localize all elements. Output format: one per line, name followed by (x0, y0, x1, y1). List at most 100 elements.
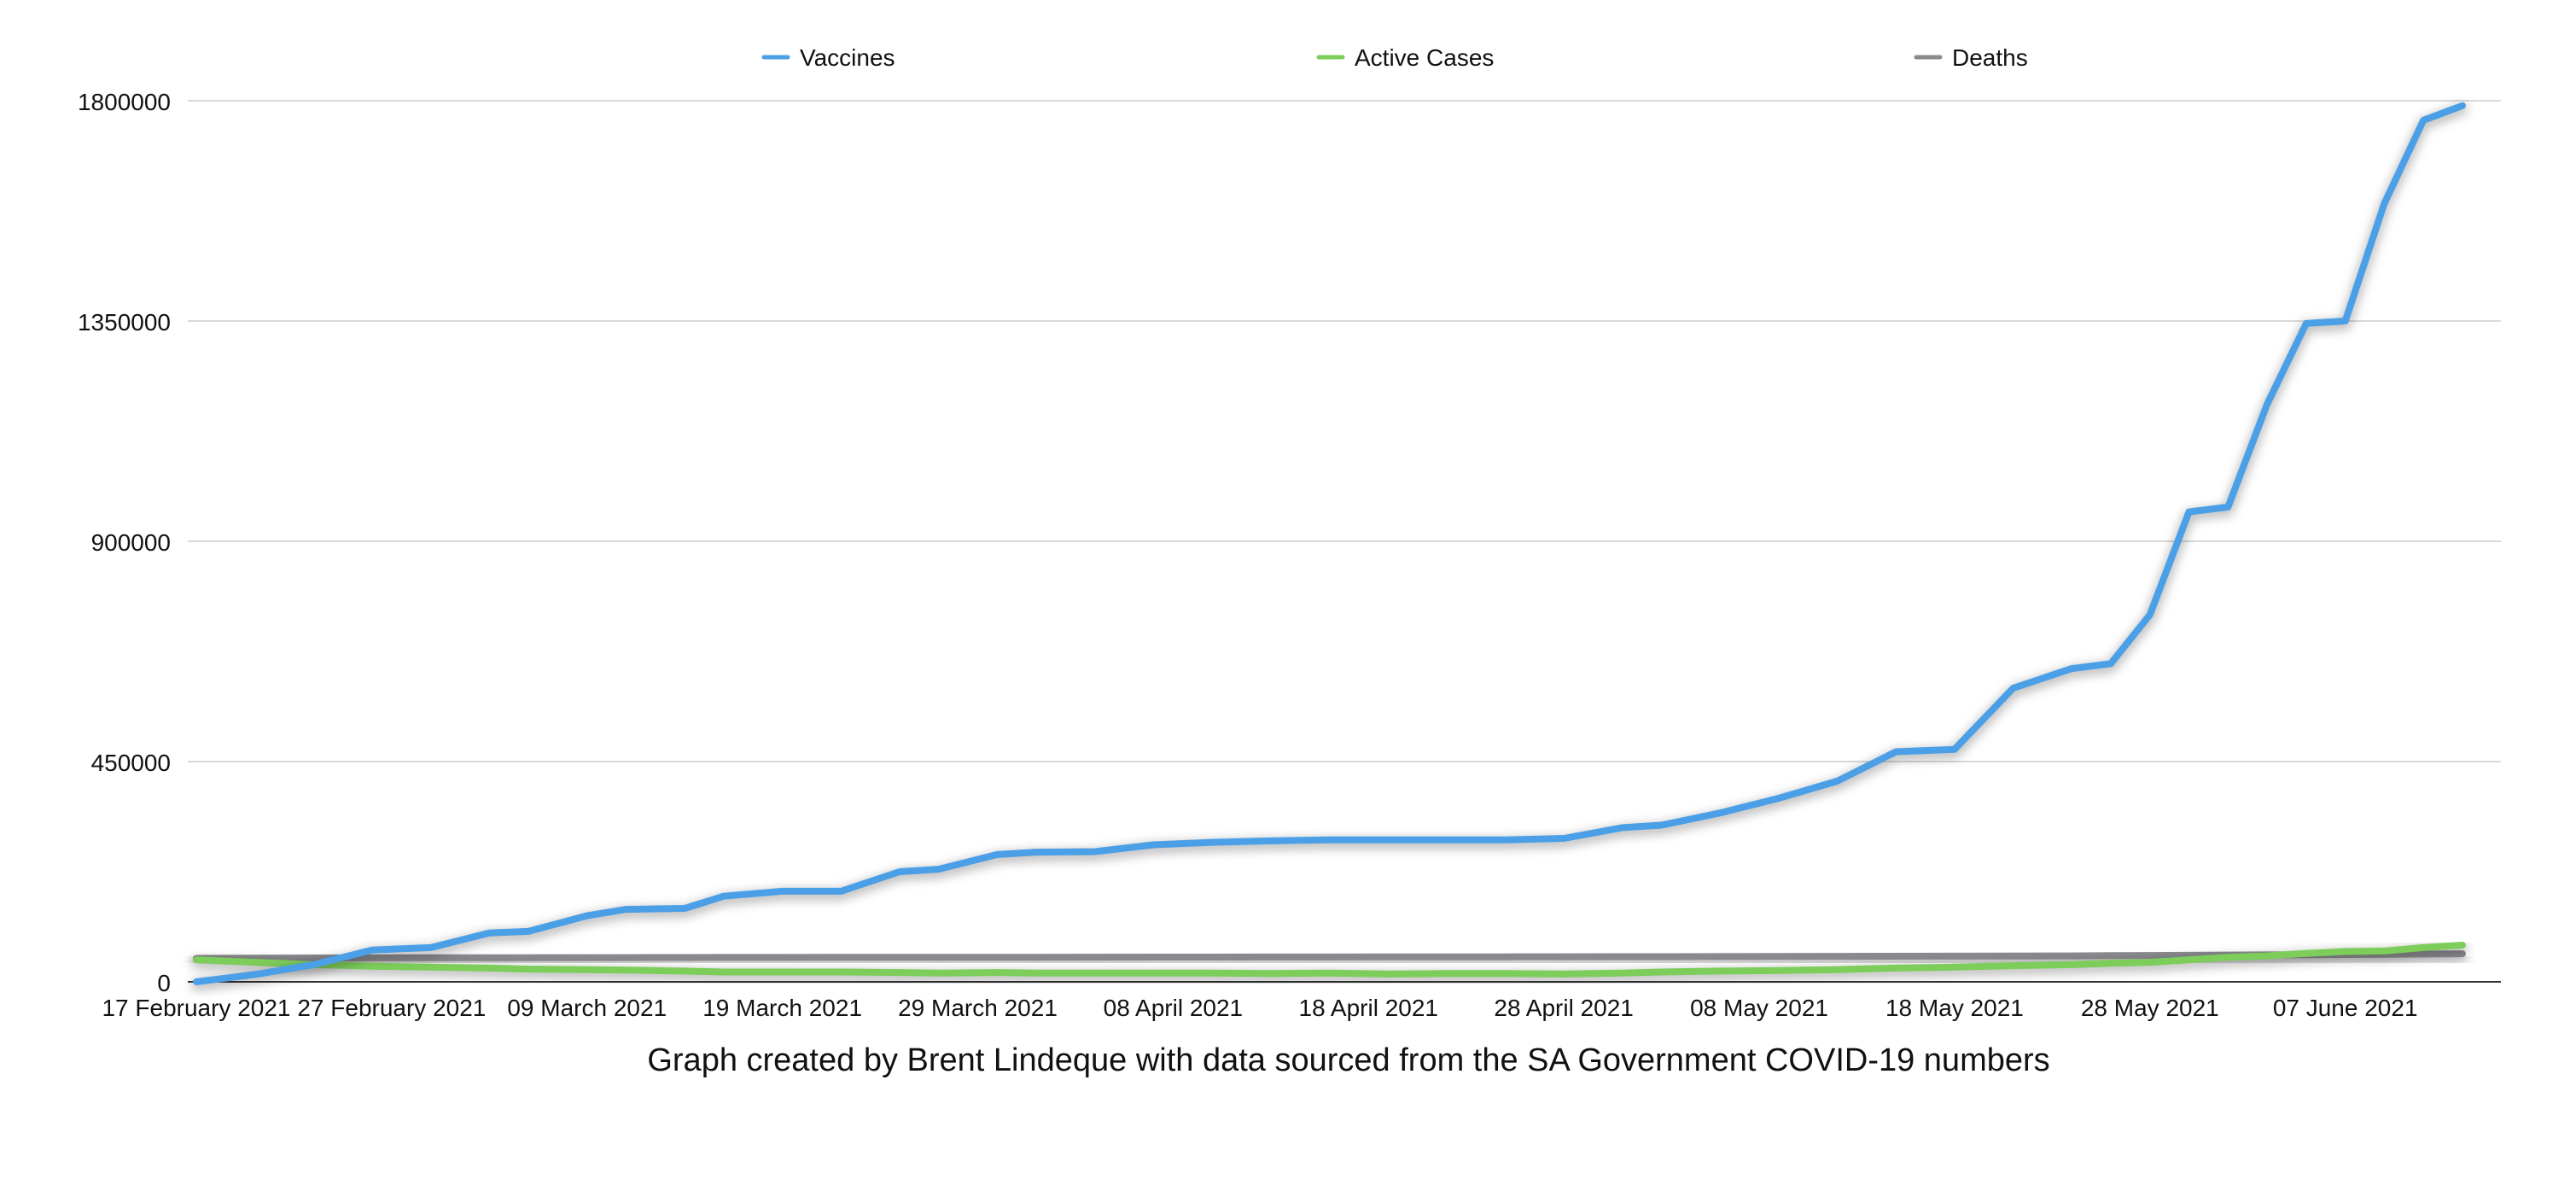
data-point (1035, 851, 1037, 853)
data-point (840, 890, 842, 892)
data-point (840, 971, 842, 973)
data-point (1895, 750, 1897, 753)
data-point (937, 972, 940, 974)
data-point (1660, 971, 1663, 973)
data-point (1954, 966, 1955, 968)
data-point (586, 914, 588, 917)
data-point (684, 908, 685, 909)
data-point (429, 957, 432, 959)
data-point (1719, 955, 1722, 958)
data-point (781, 956, 784, 959)
legend-item-active-cases[interactable]: Active Cases (1316, 44, 1494, 71)
data-point (254, 957, 256, 959)
data-point (684, 956, 685, 959)
data-point (1035, 956, 1037, 958)
data-point (723, 956, 725, 959)
data-point (1954, 748, 1955, 750)
data-point (1211, 841, 1213, 844)
data-point (527, 931, 529, 932)
data-point (2344, 950, 2346, 953)
data-point (937, 868, 940, 870)
data-point (371, 965, 373, 967)
data-point (1836, 955, 1839, 957)
data-point (1211, 972, 1213, 974)
data-point (625, 908, 627, 910)
data-point (899, 956, 900, 959)
data-point (1094, 956, 1096, 958)
data-point (1152, 844, 1155, 846)
data-point (1778, 970, 1780, 972)
data-point (2149, 955, 2151, 956)
data-point (1719, 970, 1722, 972)
data-point (1719, 812, 1722, 814)
y-tick-label: 450000 (91, 750, 171, 776)
legend-label: Active Cases (1355, 44, 1494, 71)
data-point (684, 970, 685, 972)
legend-label: Deaths (1952, 44, 2028, 71)
series-vaccines (191, 102, 2468, 990)
data-point (1446, 956, 1448, 958)
data-point (1622, 955, 1623, 958)
data-point (1035, 972, 1037, 974)
data-point (2188, 955, 2190, 956)
data-point (1387, 838, 1389, 841)
gridlines (188, 100, 2501, 762)
data-point (1446, 838, 1448, 841)
legend-item-vaccines[interactable]: Vaccines (761, 44, 895, 71)
series-line-shadow (191, 103, 2468, 990)
data-point (1563, 973, 1565, 975)
data-point (1270, 840, 1272, 842)
data-point (1836, 968, 1839, 971)
legend-item-deaths[interactable]: Deaths (1914, 44, 2028, 71)
data-point (195, 981, 197, 983)
data-point (2266, 403, 2268, 406)
data-point (1094, 972, 1096, 974)
data-point (429, 966, 432, 968)
y-tick-label: 1800000 (78, 89, 171, 115)
data-point (1622, 972, 1623, 974)
data-point (781, 971, 784, 973)
data-point (527, 968, 529, 970)
data-point (2422, 947, 2424, 949)
data-point (2188, 959, 2190, 960)
x-tick-label: 28 May 2021 (2081, 995, 2219, 1021)
x-tick-label: 07 June 2021 (2273, 995, 2418, 1021)
data-point (1328, 838, 1331, 841)
series-line (193, 102, 2466, 985)
data-point (1563, 838, 1565, 839)
x-tick-label: 27 February 2021 (297, 995, 486, 1021)
data-point (996, 956, 999, 958)
data-point (723, 971, 725, 973)
data-point (2110, 663, 2112, 665)
y-tick-label: 0 (157, 970, 171, 996)
data-point (2110, 962, 2112, 964)
data-point (2462, 944, 2463, 946)
data-point (2266, 955, 2268, 957)
data-point (1895, 955, 1897, 957)
series-lines (191, 102, 2468, 990)
data-point (2012, 955, 2014, 957)
data-point (2383, 202, 2386, 205)
data-point (781, 890, 784, 892)
x-tick-label: 28 April 2021 (1494, 995, 1633, 1021)
data-point (899, 871, 900, 873)
data-point (2227, 956, 2229, 959)
x-tick-label: 08 May 2021 (1690, 995, 1828, 1021)
data-point (625, 956, 627, 959)
data-point (488, 967, 491, 969)
data-point (2227, 506, 2229, 508)
data-point (586, 956, 588, 959)
data-point (1778, 955, 1780, 957)
x-tick-label: 18 May 2021 (1885, 995, 2024, 1021)
y-axis-ticks: 0 450000 900000 1350000 1800000 (78, 89, 171, 996)
data-point (2188, 511, 2190, 513)
series-active-cases (191, 942, 2468, 983)
data-point (2422, 120, 2424, 121)
data-point (527, 956, 529, 959)
data-point (371, 949, 373, 951)
data-point (1660, 824, 1663, 826)
x-tick-label: 18 April 2021 (1299, 995, 1438, 1021)
data-point (2344, 320, 2346, 322)
legend: Vaccines Active Cases Deaths (761, 44, 2028, 71)
